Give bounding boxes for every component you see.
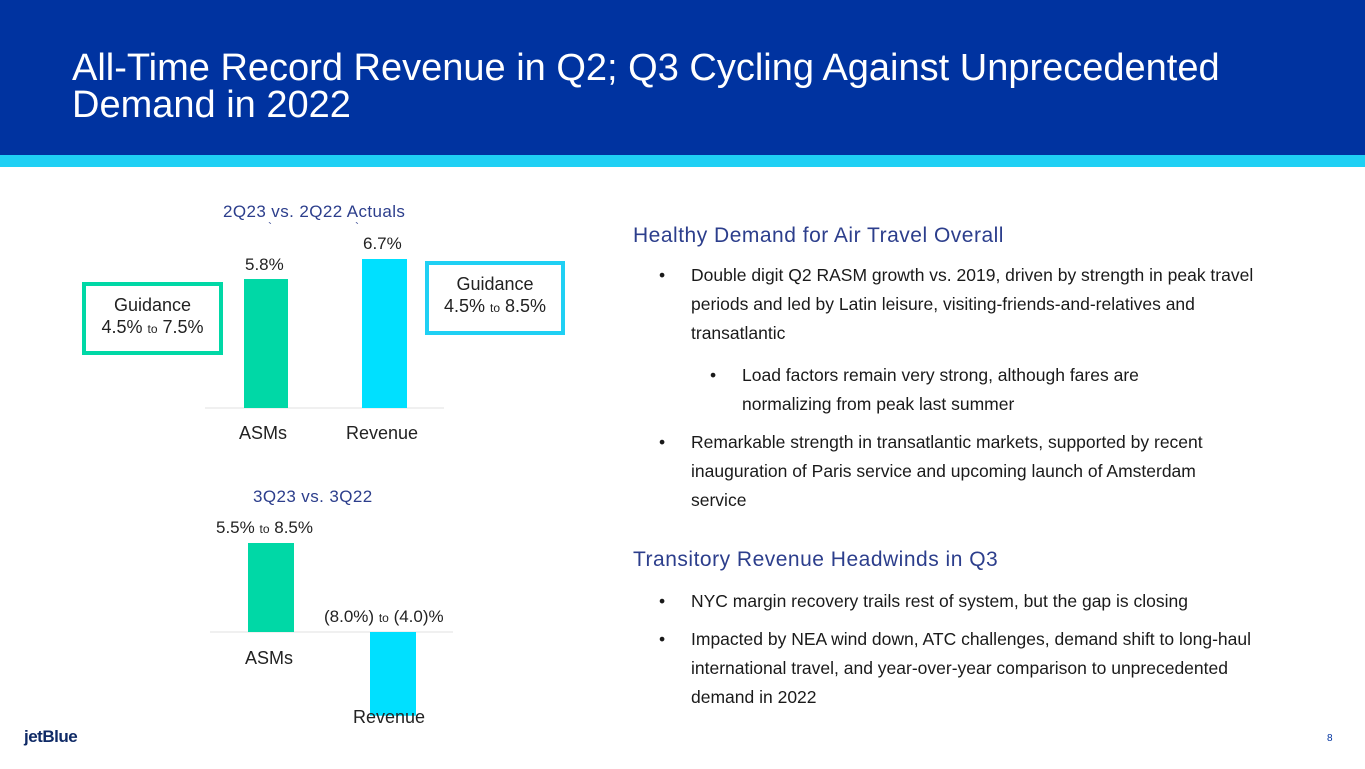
chart2-category-asms: ASMs bbox=[245, 648, 294, 668]
guidance-high: 7.5% bbox=[162, 317, 204, 337]
slide-title: All-Time Record Revenue in Q2; Q3 Cyclin… bbox=[72, 47, 1220, 126]
bullet-text: Load factors remain very strong, althoug… bbox=[742, 365, 1139, 414]
guidance-sep: to bbox=[147, 322, 158, 336]
bullet-dot: • bbox=[659, 265, 666, 285]
bullet-dot: • bbox=[710, 365, 717, 385]
bullet-dot: • bbox=[659, 432, 666, 452]
range-low: 5.5% bbox=[216, 518, 255, 537]
chart1-category-revenue: Revenue bbox=[346, 423, 419, 443]
page-number: 8 bbox=[1327, 733, 1333, 744]
header-band bbox=[0, 0, 1365, 155]
chart2-bar-asms bbox=[248, 543, 294, 632]
bullet-text: Impacted by NEA wind down, ATC challenge… bbox=[691, 629, 1251, 707]
guidance-box-asms: Guidance 4.5% to 7.5% bbox=[82, 282, 223, 355]
range-sep: to bbox=[378, 611, 389, 625]
chart2-category-revenue: Revenue bbox=[353, 707, 426, 727]
chart1-tick-mark: ` bbox=[355, 220, 360, 234]
guidance-high: 8.5% bbox=[505, 296, 547, 316]
chart1-value-label-asms: 5.8% bbox=[245, 255, 284, 274]
chart1-value-label-revenue: 6.7% bbox=[363, 234, 402, 253]
chart2-range-label-revenue: (8.0%) to (4.0)% bbox=[324, 607, 444, 627]
section-heading-demand: Healthy Demand for Air Travel Overall bbox=[633, 224, 1004, 247]
bullet-dot: • bbox=[659, 629, 666, 649]
guidance-label: Guidance bbox=[113, 295, 192, 315]
chart1-bar-asms bbox=[244, 279, 288, 408]
guidance-sep: to bbox=[489, 301, 500, 315]
bullet-dot: • bbox=[659, 591, 666, 611]
chart2-range-label-asms: 5.5% to 8.5% bbox=[216, 518, 313, 538]
chart2-bar-revenue bbox=[370, 632, 416, 716]
range-high: (4.0)% bbox=[393, 607, 444, 626]
chart1-bar-revenue bbox=[362, 259, 407, 408]
bullet-text: Remarkable strength in transatlantic mar… bbox=[691, 432, 1203, 510]
sub-bullet-item: • Load factors remain very strong, althou… bbox=[710, 361, 1222, 419]
range-sep: to bbox=[259, 522, 270, 536]
chart1-tick-mark: ` bbox=[268, 220, 273, 234]
guidance-box-revenue: Guidance 4.5% to 8.5% bbox=[425, 261, 565, 335]
guidance-low: 4.5% bbox=[101, 317, 143, 337]
bullet-item: • Double digit Q2 RASM growth vs. 2019, d… bbox=[659, 261, 1261, 348]
guidance-label: Guidance bbox=[456, 274, 534, 294]
jetblue-logo: jetBlue bbox=[24, 727, 78, 746]
guidance-low: 4.5% bbox=[443, 296, 485, 316]
bullet-text: NYC margin recovery trails rest of syste… bbox=[691, 591, 1188, 611]
bullet-text: Double digit Q2 RASM growth vs. 2019, dr… bbox=[691, 265, 1254, 343]
range-low: (8.0%) bbox=[324, 607, 375, 626]
chart1-title: 2Q23 vs. 2Q22 Actuals bbox=[223, 202, 406, 221]
bullet-item: • Remarkable strength in transatlantic ma… bbox=[659, 428, 1251, 515]
chart1-category-asms: ASMs bbox=[239, 423, 288, 443]
bullet-item: • NYC margin recovery trails rest of syst… bbox=[659, 587, 1291, 616]
bullet-item: • Impacted by NEA wind down, ATC challeng… bbox=[659, 625, 1271, 712]
chart2-title: 3Q23 vs. 3Q22 bbox=[253, 487, 373, 506]
accent-stripe bbox=[0, 155, 1365, 167]
section-heading-headwinds: Transitory Revenue Headwinds in Q3 bbox=[633, 548, 999, 571]
range-high: 8.5% bbox=[274, 518, 313, 537]
